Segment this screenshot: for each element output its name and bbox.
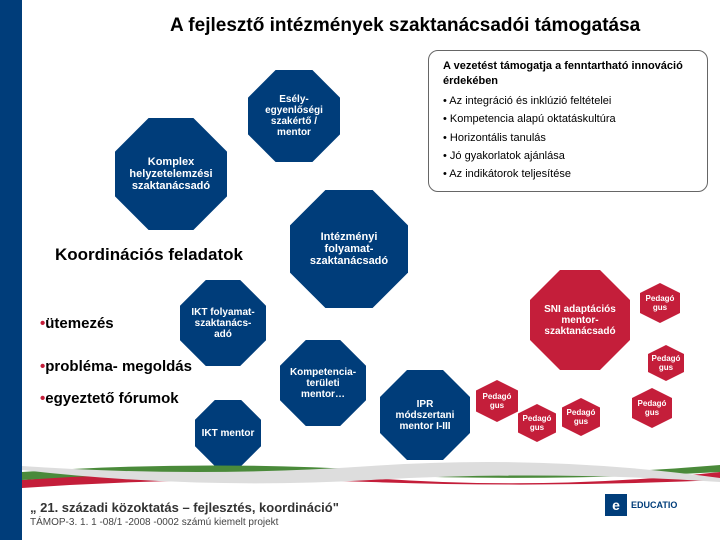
footer-line2: TÁMOP-3. 1. 1 -08/1 -2008 -0002 számú ki…: [30, 517, 339, 528]
info-header: A vezetést támogatja a fenntartható inno…: [443, 59, 693, 90]
logo: e EDUCATIO: [605, 490, 705, 520]
pedagogus-badge: Pedagó gus: [518, 404, 556, 442]
info-bullets: • Az integráció és inklúzió feltételei • …: [443, 94, 693, 183]
task-item: •ütemezés: [40, 315, 114, 332]
octagon-intezmeny: Intézményi folyamat-szaktanácsadó: [290, 190, 408, 308]
page-title: A fejlesztő intézmények szaktanácsadói t…: [170, 15, 640, 37]
task-item: •egyeztető fórumok: [40, 390, 179, 407]
footer: „ 21. századi közoktatás – fejlesztés, k…: [30, 500, 339, 528]
octagon-ikt1: IKT folyamat-szaktanács-adó: [180, 280, 266, 366]
task-item: •probléma- megoldás: [40, 358, 192, 375]
octagon-iktm: IKT mentor: [195, 400, 261, 466]
wave-decoration: [22, 460, 720, 490]
pedagogus-badge: Pedagó gus: [476, 380, 518, 422]
left-sidebar: [0, 0, 22, 540]
info-bullet: • Az indikátorok teljesítése: [443, 167, 693, 182]
info-bullet: • Jó gyakorlatok ajánlása: [443, 149, 693, 164]
info-bullet: • Horizontális tanulás: [443, 131, 693, 146]
logo-mark: e: [605, 494, 627, 516]
octagon-komplex: Komplex helyzetelemzési szaktanácsadó: [115, 118, 227, 230]
coord-heading: Koordinációs feladatok: [55, 245, 243, 265]
info-bullet: • Az integráció és inklúzió feltételei: [443, 94, 693, 109]
info-bullet: • Kompetencia alapú oktatáskultúra: [443, 112, 693, 127]
octagon-ipr: IPR módszertani mentor I-III: [380, 370, 470, 460]
pedagogus-badge: Pedagó gus: [640, 283, 680, 323]
octagon-esely: Esély-egyenlőségi szakértő / mentor: [248, 70, 340, 162]
footer-line1: „ 21. századi közoktatás – fejlesztés, k…: [30, 500, 339, 515]
pedagogus-badge: Pedagó gus: [562, 398, 600, 436]
octagon-komp: Kompetencia-területi mentor…: [280, 340, 366, 426]
logo-text: EDUCATIO: [631, 501, 677, 510]
pedagogus-badge: Pedagó gus: [648, 345, 684, 381]
pedagogus-badge: Pedagó gus: [632, 388, 672, 428]
octagon-sni: SNI adaptációs mentor-szaktanácsadó: [530, 270, 630, 370]
info-box: A vezetést támogatja a fenntartható inno…: [428, 50, 708, 192]
